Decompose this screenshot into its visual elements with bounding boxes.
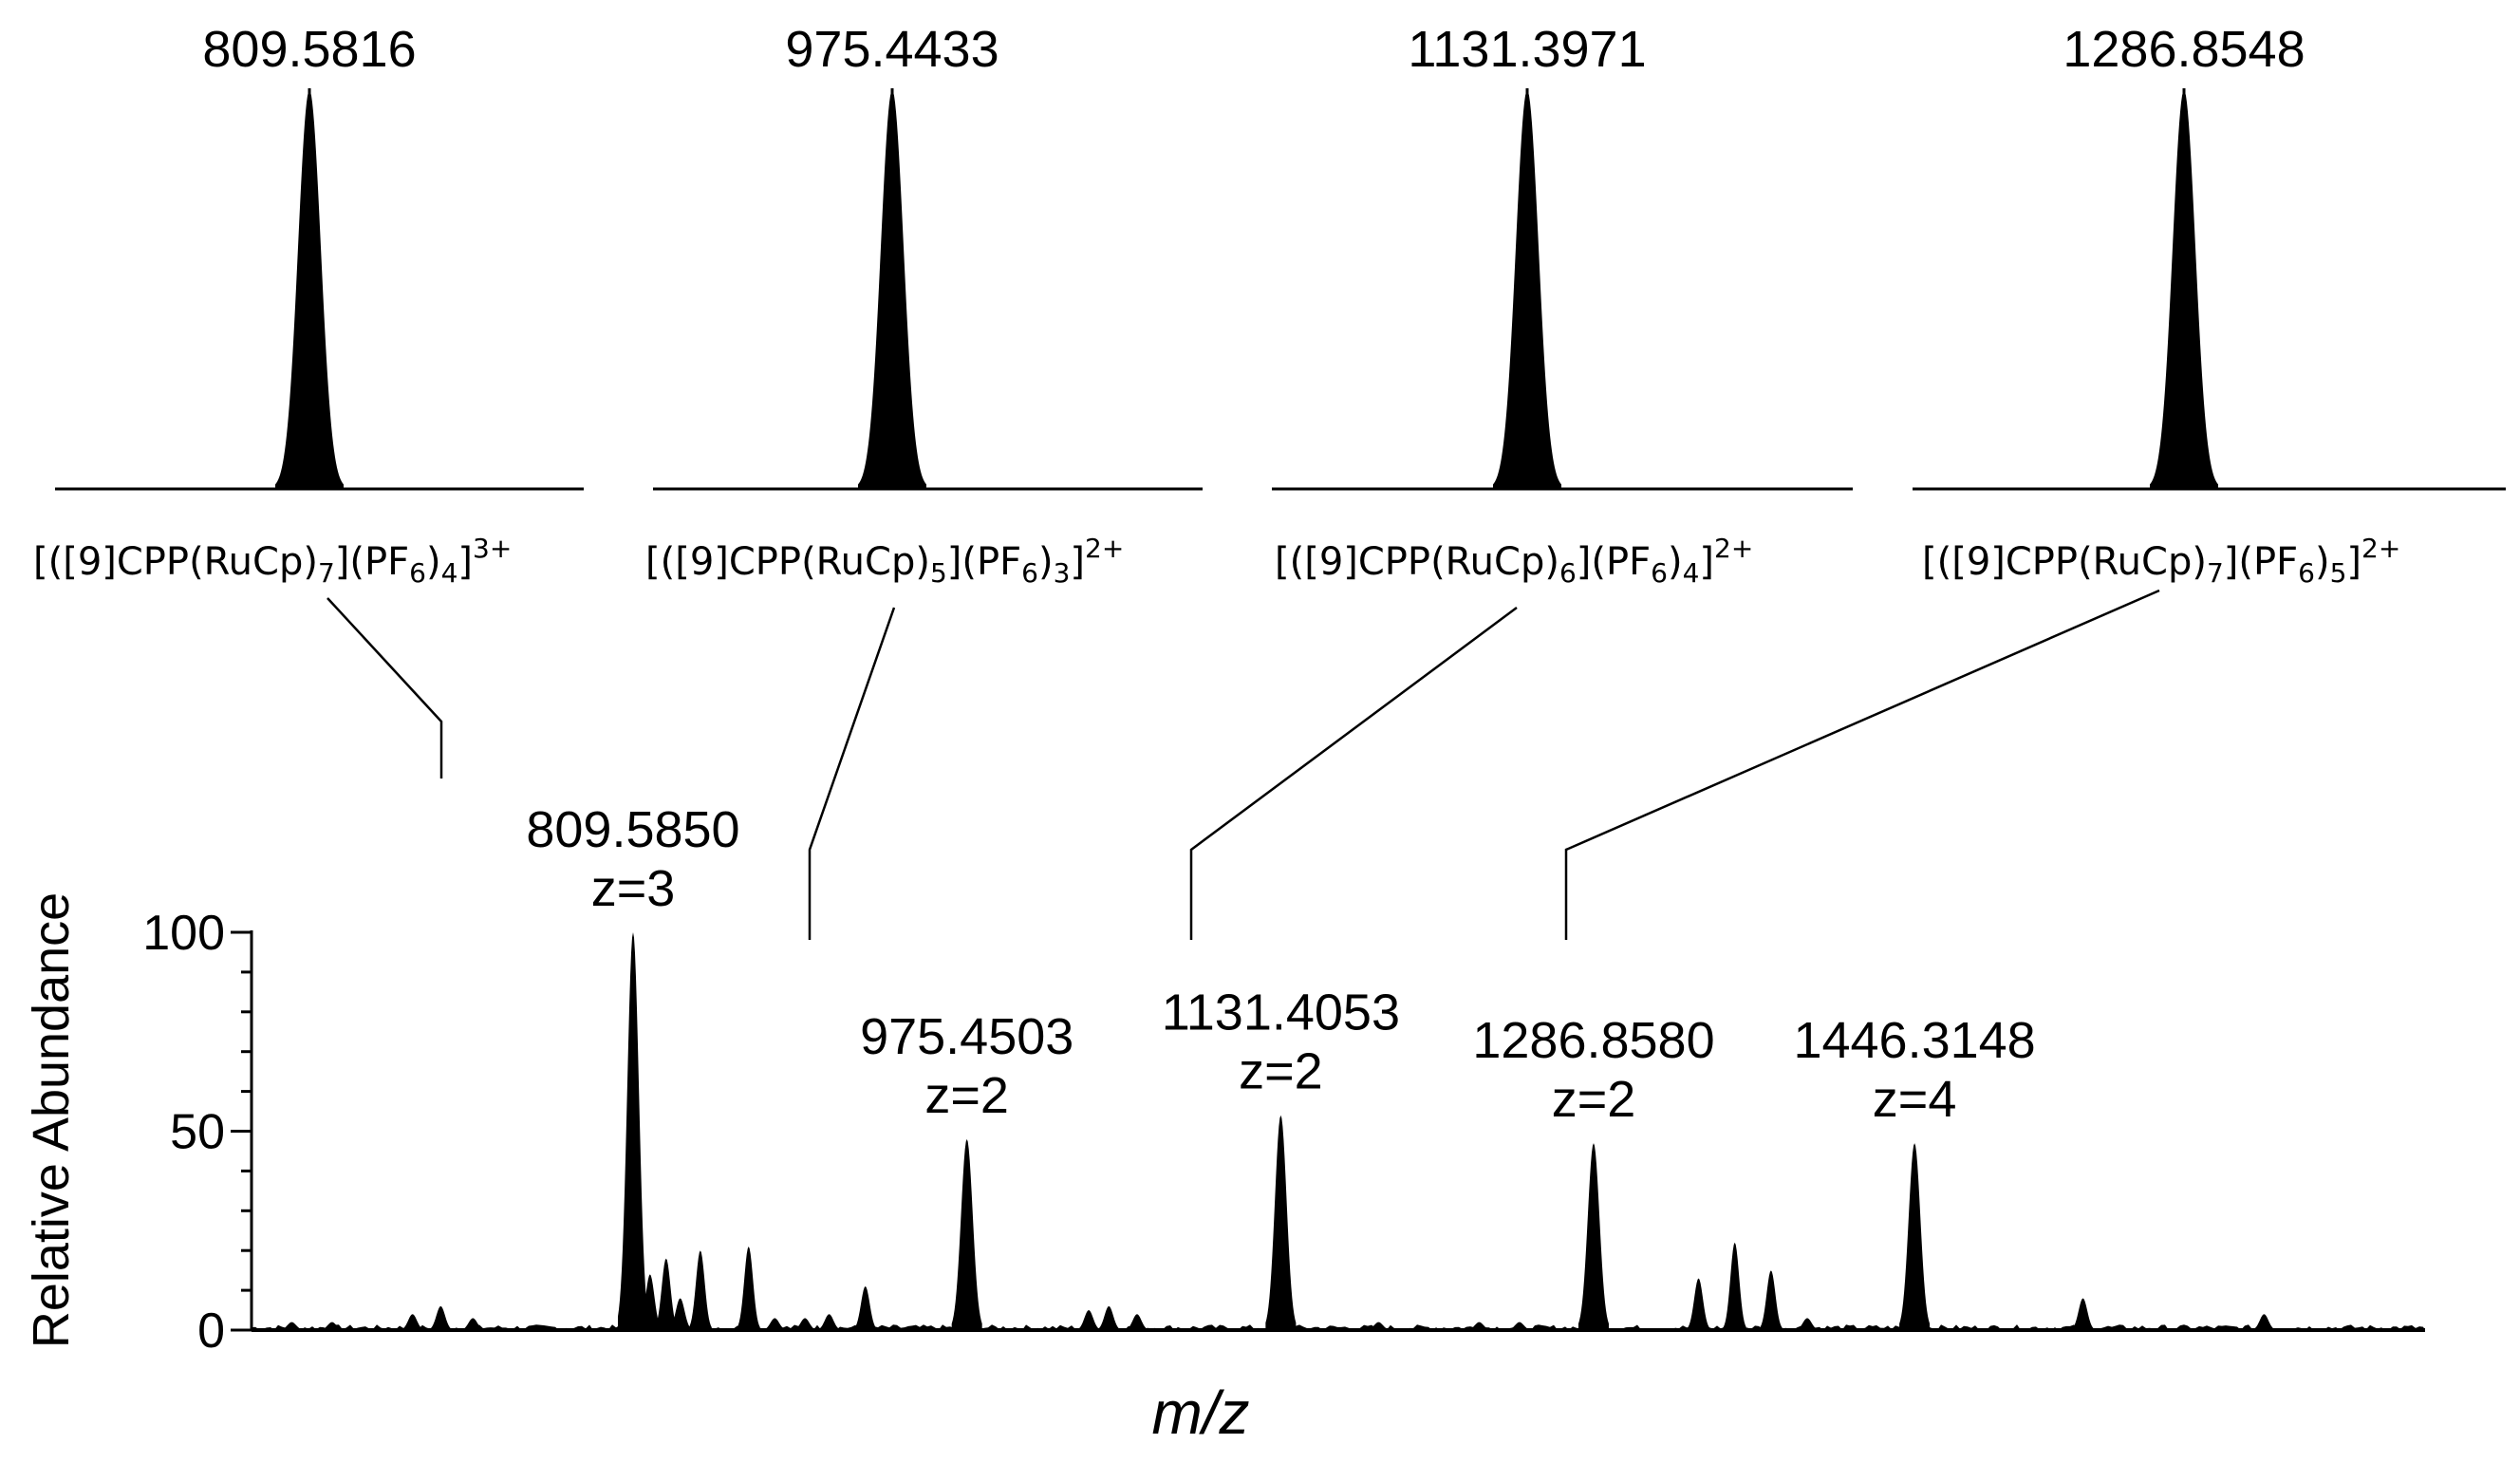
y-axis-title: Relative Abundance [23,892,80,1348]
ion-formula: [([9]CPP(RuCp)5](PF6)3]2+ [645,533,1124,589]
x-axis-title: m/z [1151,1379,1249,1447]
ion-formula: [([9]CPP(RuCp)7](PF6)4]3+ [33,533,512,589]
minor-peak [1687,1278,1710,1330]
minor-peak [817,1314,841,1330]
isotope-inset: 809.5816 [([9]CPP(RuCp)7](PF6)4]3+ [33,21,584,589]
inset-peak-label: 1131.3971 [1408,21,1646,78]
minor-peak [1759,1270,1783,1330]
inset-peak-label: 975.4433 [785,21,999,78]
minor-peak [1367,1322,1391,1330]
minor-peak [461,1318,485,1330]
minor-peak [2252,1314,2276,1330]
peak-charge-label: z=3 [591,860,676,917]
isotope-inset: 1286.8548 [([9]CPP(RuCp)7](PF6)5]2+ [1913,21,2506,589]
peak-mz-label: 1131.4053 [1162,985,1400,1041]
peak-charge-label: z=2 [1552,1071,1636,1128]
peak-charge-label: z=2 [924,1067,1009,1124]
y-tick-label: 50 [170,1105,225,1160]
y-tick-label: 100 [142,906,225,961]
minor-peak [1507,1322,1531,1330]
y-tick-label: 0 [197,1304,225,1359]
peak-mz-label: 1446.3148 [1793,1012,2035,1069]
minor-peak [401,1314,424,1330]
peak-charge-label: z=2 [1239,1043,1323,1100]
leader-lines [327,589,2160,940]
major-peak [617,932,648,1330]
isotope-inset: 975.4433 [([9]CPP(RuCp)5](PF6)3]2+ [645,21,1203,589]
ion-formula: [([9]CPP(RuCp)6](PF6)4]2+ [1275,533,1753,589]
leader-line [1189,606,1518,940]
minor-peak [280,1322,304,1330]
minor-peak [1467,1322,1491,1330]
minor-peak [853,1285,877,1330]
minor-peak [763,1318,787,1330]
minor-peak [654,1258,678,1330]
minor-peak [1796,1318,1820,1330]
major-peak [1577,1143,1609,1330]
spectrum-baseline-noise [252,1324,2425,1330]
inset-peak-label: 809.5816 [202,21,416,78]
minor-peak [793,1318,817,1330]
major-peak [1265,1115,1297,1330]
minor-peak [737,1247,760,1330]
leader-line [808,607,896,940]
major-peak [951,1138,982,1330]
minor-peak [1723,1242,1746,1330]
isotope-insets: 809.5816 [([9]CPP(RuCp)7](PF6)4]3+ 975.443… [33,21,2506,589]
minor-peak [1097,1305,1121,1330]
minor-peak [1125,1314,1148,1330]
minor-peak [320,1322,344,1330]
inset-peak-label: 1286.8548 [2063,21,2305,78]
minor-peak [668,1298,692,1330]
isotope-inset: 1131.3971 [([9]CPP(RuCp)6](PF6)4]2+ [1272,21,1853,589]
peak-mz-label: 1286.8580 [1472,1012,1714,1069]
minor-peak [429,1305,453,1330]
major-peak [1899,1143,1931,1330]
leader-line [327,597,443,778]
leader-line [1564,589,2160,940]
ion-formula: [([9]CPP(RuCp)7](PF6)5]2+ [1922,533,2400,589]
minor-peak [1077,1310,1101,1330]
minor-peak [2071,1298,2095,1330]
peak-mz-label: 809.5850 [526,801,739,858]
peak-charge-label: z=4 [1873,1071,1957,1128]
minor-peak [688,1250,712,1330]
peak-mz-label: 975.4503 [860,1008,1073,1065]
